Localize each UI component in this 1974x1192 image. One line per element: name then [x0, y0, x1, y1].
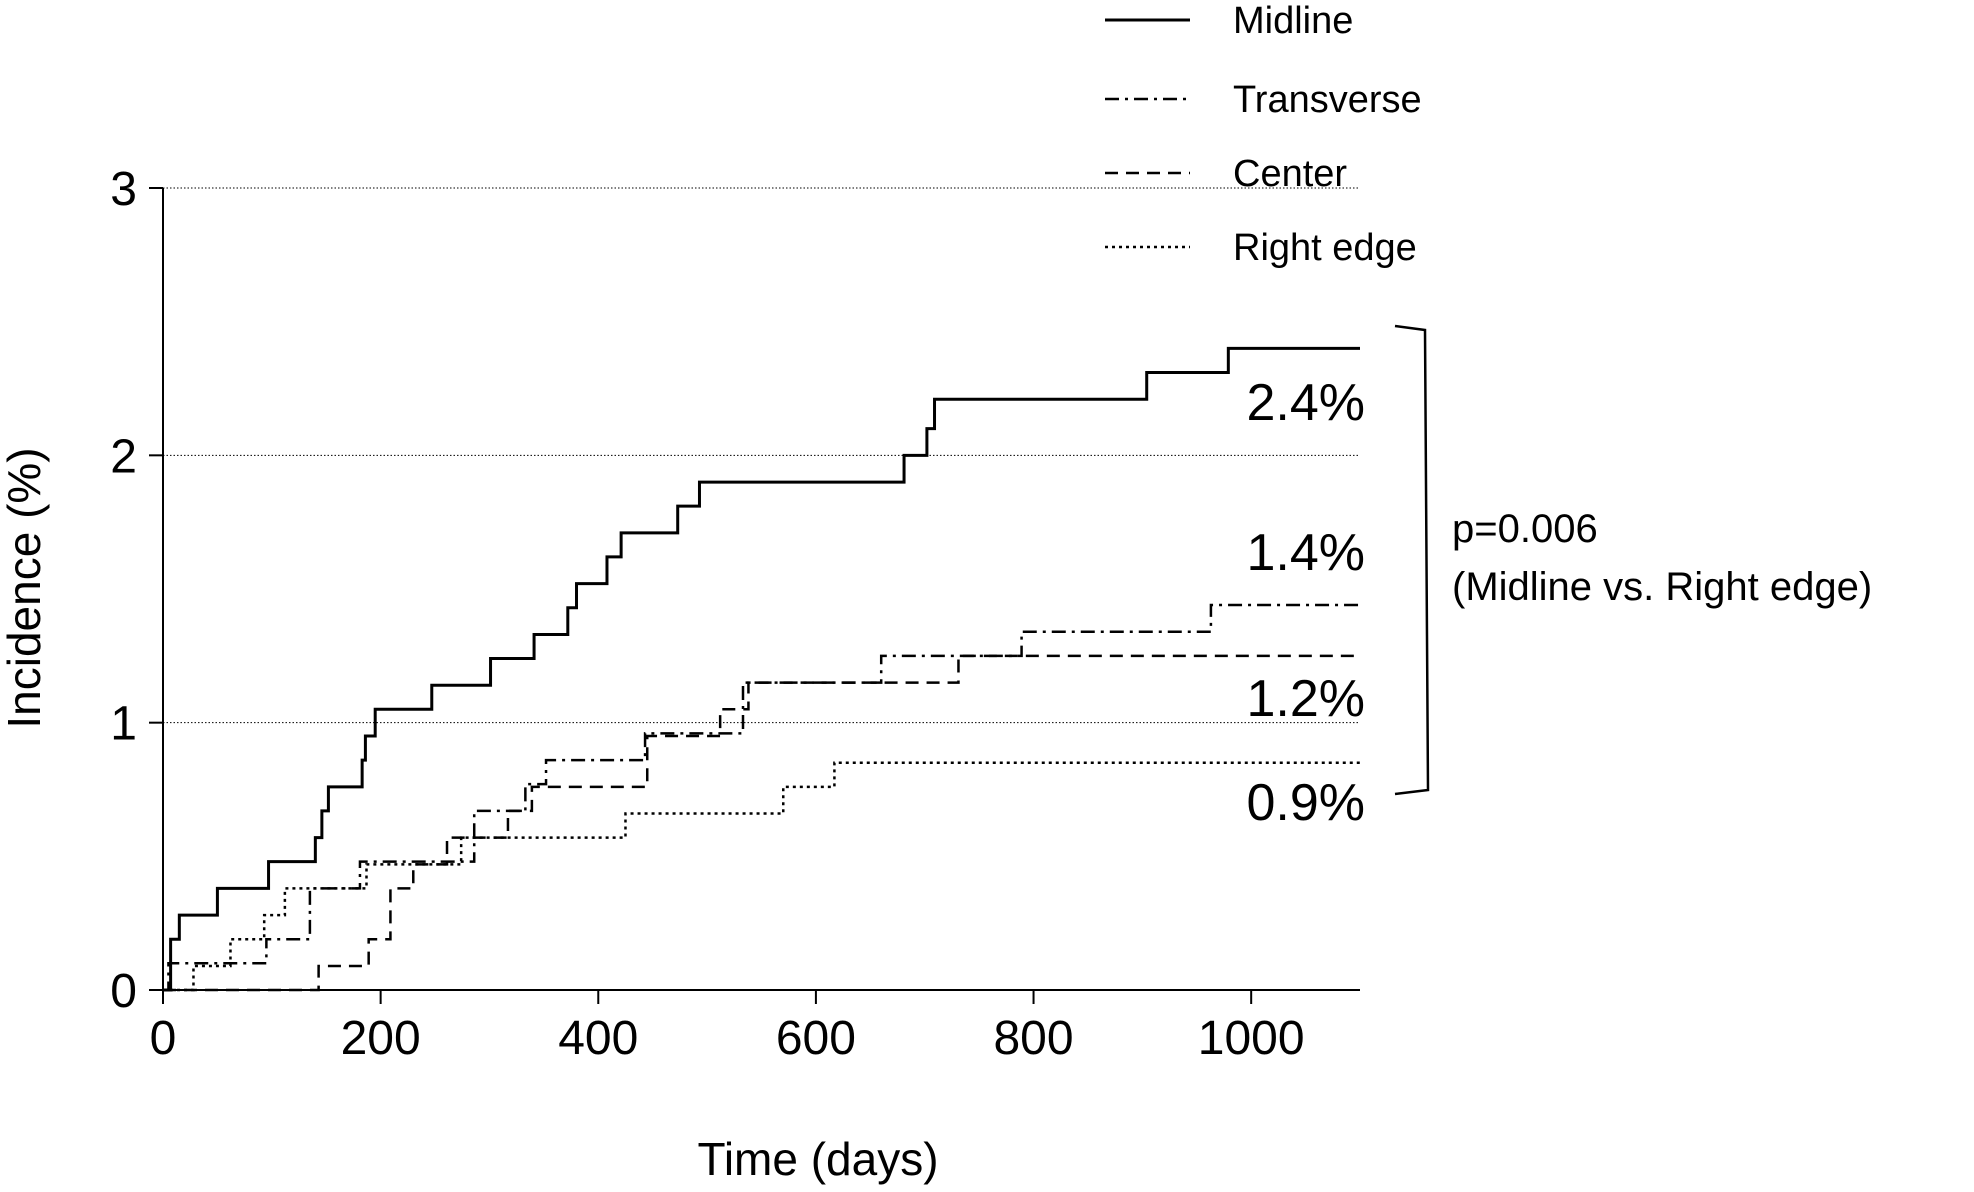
end-label: 2.4%	[1246, 374, 1365, 432]
legend: Midline Transverse Center Right edge	[1105, 0, 1422, 269]
y-tick-label: 3	[110, 163, 137, 216]
x-tick-label: 800	[993, 1012, 1073, 1065]
legend-label: Right edge	[1233, 227, 1417, 269]
end-label: 1.2%	[1246, 670, 1365, 728]
x-axis-label: Time (days)	[697, 1133, 938, 1185]
end-label: 1.4%	[1246, 524, 1365, 582]
x-tick-label: 0	[150, 1012, 177, 1065]
series-lines	[163, 346, 1360, 992]
x-tick-label: 1000	[1198, 1012, 1305, 1065]
x-tick-label: 600	[776, 1012, 856, 1065]
y-axis-label: Incidence (%)	[0, 447, 50, 728]
y-tick-label: 0	[110, 965, 137, 1018]
grid-lines	[163, 187, 1360, 724]
legend-label: Midline	[1233, 0, 1353, 42]
axes	[162, 188, 1360, 991]
x-tick-label: 400	[558, 1012, 638, 1065]
p-value-text: p=0.006	[1452, 507, 1598, 551]
legend-label: Transverse	[1233, 79, 1422, 121]
tick-marks-and-labels: 0 1 2 3 0 200 400 600 800 1000	[110, 163, 1304, 1065]
significance-bracket	[1394, 324, 1430, 796]
series-line-center	[163, 654, 1360, 992]
end-label: 0.9%	[1246, 774, 1365, 832]
end-labels: 2.4% 1.4% 1.2% 0.9%	[1246, 374, 1365, 832]
significance-annotation: p=0.006 (Midline vs. Right edge)	[1394, 324, 1872, 796]
series-line-midline	[163, 346, 1360, 992]
legend-label: Center	[1233, 153, 1347, 195]
series-line-right-edge	[163, 761, 1360, 992]
series-line-transverse	[163, 603, 1360, 992]
comparison-text: (Midline vs. Right edge)	[1452, 565, 1872, 609]
y-tick-label: 1	[110, 698, 137, 751]
x-tick-label: 200	[341, 1012, 421, 1065]
y-tick-label: 2	[110, 430, 137, 483]
